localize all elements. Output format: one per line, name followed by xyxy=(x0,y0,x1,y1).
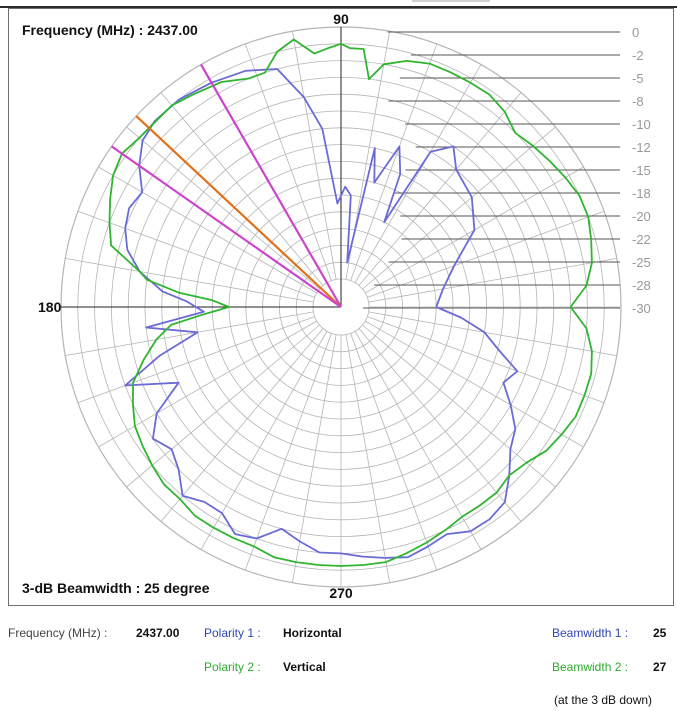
series-1-trace xyxy=(124,68,519,559)
grid-spoke xyxy=(350,333,438,571)
grid-spoke xyxy=(244,43,332,281)
angle-label-180: 180 xyxy=(38,299,62,315)
grid-spoke xyxy=(291,334,337,583)
grid-spoke xyxy=(365,320,584,448)
polarity-2-key: Polarity 2 : xyxy=(204,660,261,674)
radial-tick-label: -2 xyxy=(632,48,644,63)
grid-spoke xyxy=(367,316,605,404)
radial-tick-label: -18 xyxy=(632,186,651,201)
beam-line-2 xyxy=(135,115,342,308)
grid-spoke xyxy=(367,210,605,298)
beamwidth-2-value: 27 xyxy=(653,660,667,674)
polarity-1-value: Horizontal xyxy=(283,626,342,640)
grid-spoke xyxy=(160,92,324,286)
beamwidth-1-key: Beamwidth 1 : xyxy=(552,626,629,640)
frequency-key: Frequency (MHz) : xyxy=(8,626,108,640)
radial-tick-label: 0 xyxy=(632,25,639,40)
grid-spoke xyxy=(350,43,438,281)
beam-line-1 xyxy=(200,63,342,308)
grid-spoke xyxy=(126,126,320,290)
radial-tick-label: -20 xyxy=(632,209,651,224)
radial-tick-label: -28 xyxy=(632,278,651,293)
beamwidth-note: (at the 3 dB down) xyxy=(554,693,653,707)
radial-tick-label: -5 xyxy=(632,71,644,86)
beamwidth-1-value: 25 xyxy=(653,626,667,640)
radial-tick-label: -30 xyxy=(632,301,651,316)
grid-spoke xyxy=(77,316,315,404)
grid-spoke xyxy=(77,210,315,298)
radial-tick-label: -22 xyxy=(632,232,651,247)
beam-line-3 xyxy=(111,145,342,308)
grid-spoke xyxy=(126,324,320,488)
grid-spoke xyxy=(98,320,317,448)
series-2-trace xyxy=(108,38,593,567)
grid-spoke xyxy=(362,126,556,290)
polarity-1-key: Polarity 1 : xyxy=(204,626,261,640)
grid-spoke xyxy=(362,324,556,488)
polarity-2-value: Vertical xyxy=(283,660,326,674)
grid-spoke xyxy=(345,334,391,583)
radial-tick-label: -25 xyxy=(632,255,651,270)
beamwidth-title: 3-dB Beamwidth : 25 degree xyxy=(22,580,210,596)
grid-spoke xyxy=(358,328,522,522)
grid-spoke xyxy=(368,311,617,357)
angle-label-270: 270 xyxy=(329,585,353,601)
grid-spoke xyxy=(291,31,337,280)
radial-tick-label: -8 xyxy=(632,94,644,109)
radial-tick-label: -15 xyxy=(632,163,651,178)
angle-label-90: 90 xyxy=(333,11,349,27)
frequency-value: 2437.00 xyxy=(136,626,180,640)
window-top-edge xyxy=(0,0,677,8)
grid-spoke xyxy=(98,166,317,294)
grid-spoke xyxy=(354,331,482,550)
beamwidth-2-key: Beamwidth 2 : xyxy=(552,660,629,674)
grid-spoke xyxy=(200,331,328,550)
grid-spoke xyxy=(160,328,324,522)
grid-spoke xyxy=(368,257,617,303)
grid-spoke xyxy=(65,257,314,303)
top-rule-light xyxy=(412,0,490,2)
radial-tick-label: -10 xyxy=(632,117,651,132)
grid-spoke xyxy=(358,92,522,286)
grid-spoke xyxy=(65,311,314,357)
grid-spoke xyxy=(244,333,332,571)
frequency-title: Frequency (MHz) : 2437.00 xyxy=(22,22,198,38)
radial-tick-label: -12 xyxy=(632,140,651,155)
top-rule xyxy=(0,6,677,8)
